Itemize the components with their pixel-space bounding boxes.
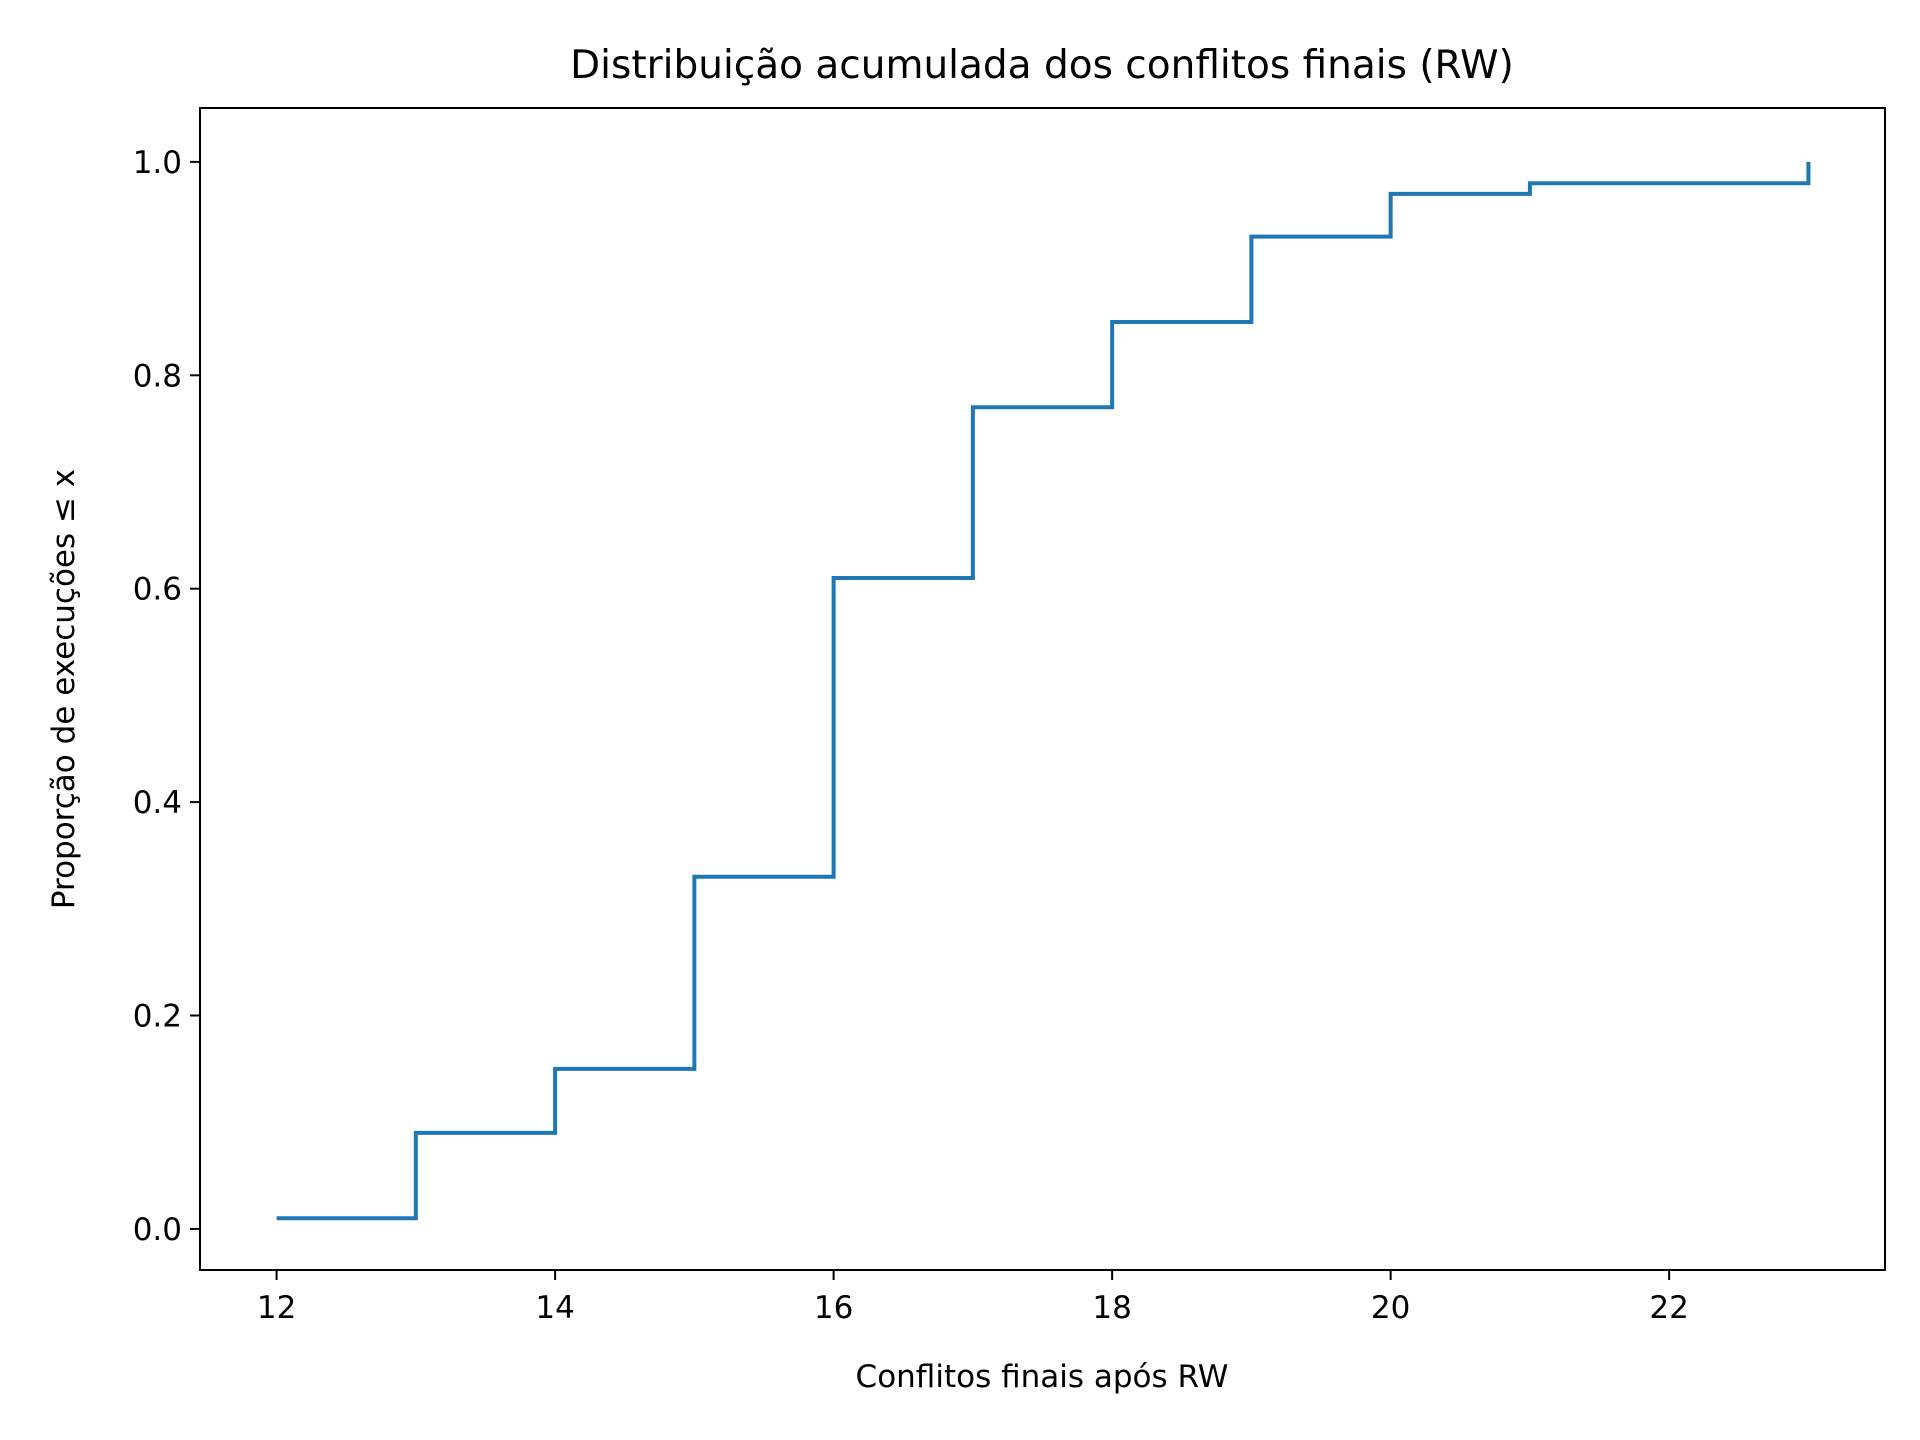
- x-tick-label: 20: [1371, 1290, 1410, 1326]
- cdf-step-line: [276, 161, 1811, 1221]
- x-tick-label: 16: [814, 1290, 853, 1326]
- y-tick-label: 0.6: [133, 572, 182, 608]
- x-tick-label: 18: [1092, 1290, 1131, 1326]
- y-tick-label: 0.8: [133, 358, 182, 394]
- x-tick-label: 14: [535, 1290, 574, 1326]
- y-tick-label: 0.4: [133, 785, 182, 821]
- y-axis-label: Proporção de execuções ≤ x: [46, 469, 82, 909]
- x-tick-label: 22: [1649, 1290, 1688, 1326]
- axes-frame: [199, 107, 1886, 1271]
- y-axis-ticks: 0.0 0.2 0.4 0.6 0.8 1.0: [133, 145, 200, 1248]
- y-tick-label: 0.0: [133, 1212, 182, 1248]
- chart-title: Distribuição acumulada dos conflitos fin…: [570, 43, 1514, 88]
- plot-area: [276, 161, 1811, 1221]
- x-axis-label: Conflitos finais após RW: [856, 1359, 1229, 1395]
- x-tick-label: 12: [257, 1290, 296, 1326]
- y-tick-label: 0.2: [133, 999, 182, 1035]
- x-axis-ticks: 12 14 16 18 20 22: [257, 1270, 1689, 1326]
- y-tick-label: 1.0: [133, 145, 182, 181]
